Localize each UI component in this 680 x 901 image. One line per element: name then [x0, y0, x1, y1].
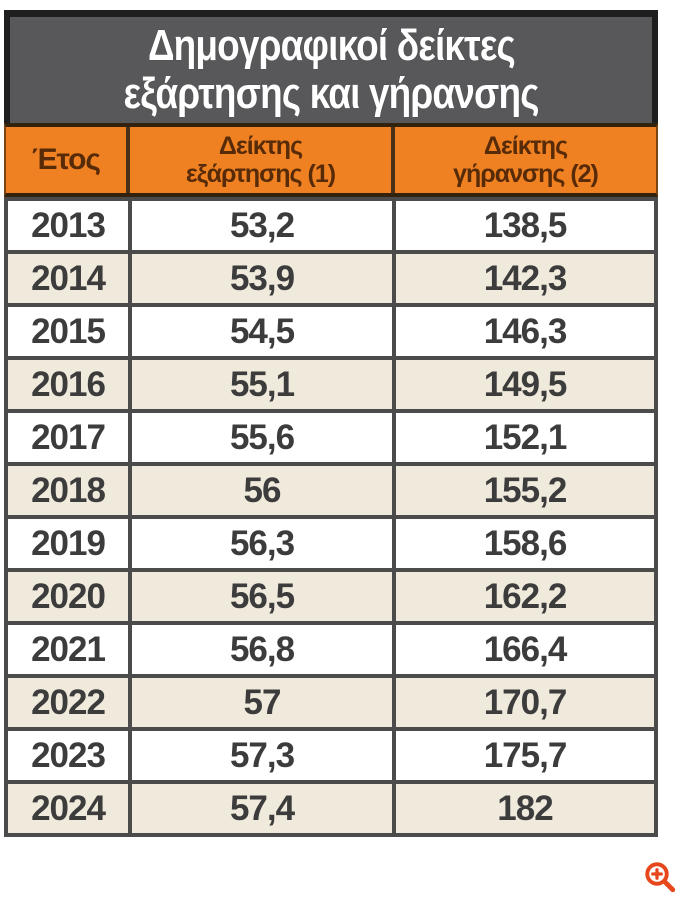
column-header-row: Έτος Δείκτης εξάρτησης (1) Δείκτης γήραν… [4, 123, 658, 197]
table-row: 2016 55,1 149,5 [4, 356, 658, 413]
dependency-cell: 55,1 [128, 356, 396, 413]
year-cell: 2013 [4, 197, 132, 254]
year-cell: 2015 [4, 303, 132, 360]
table-row: 2015 54,5 146,3 [4, 303, 658, 360]
dependency-cell: 55,6 [128, 409, 396, 466]
aging-cell: 138,5 [392, 197, 658, 254]
aging-cell: 175,7 [392, 727, 658, 784]
year-cell: 2019 [4, 515, 132, 572]
column-header-dependency-line2: εξάρτησης (1) [185, 160, 336, 188]
aging-cell: 182 [392, 780, 658, 837]
dependency-cell: 54,5 [128, 303, 396, 360]
column-header-dependency: Δείκτης εξάρτησης (1) [126, 127, 391, 193]
column-header-aging-line1: Δείκτης [483, 132, 568, 160]
column-header-year-label: Έτος [31, 143, 101, 176]
year-cell: 2024 [4, 780, 132, 837]
table-row: 2019 56,3 158,6 [4, 515, 658, 572]
dependency-cell: 57 [128, 674, 396, 731]
year-cell: 2014 [4, 250, 132, 307]
table-title: Δημογραφικοί δείκτες εξάρτησης και γήραν… [4, 10, 658, 123]
zoom-in-icon[interactable] [642, 859, 678, 895]
year-cell: 2021 [4, 621, 132, 678]
table-row: 2017 55,6 152,1 [4, 409, 658, 466]
aging-cell: 158,6 [392, 515, 658, 572]
table-row: 2024 57,4 182 [4, 780, 658, 837]
aging-cell: 162,2 [392, 568, 658, 625]
dependency-cell: 56 [128, 462, 396, 519]
table-row: 2013 53,2 138,5 [4, 197, 658, 254]
aging-cell: 149,5 [392, 356, 658, 413]
aging-cell: 142,3 [392, 250, 658, 307]
table-row: 2014 53,9 142,3 [4, 250, 658, 307]
column-header-aging-line2: γήρανσης (2) [453, 160, 599, 188]
table-title-line2: εξάρτησης και γήρανσης [123, 69, 539, 118]
dependency-cell: 56,3 [128, 515, 396, 572]
column-header-aging: Δείκτης γήρανσης (2) [391, 127, 656, 193]
column-header-dependency-line1: Δείκτης [218, 132, 303, 160]
aging-cell: 146,3 [392, 303, 658, 360]
aging-cell: 170,7 [392, 674, 658, 731]
aging-cell: 155,2 [392, 462, 658, 519]
table-row: 2023 57,3 175,7 [4, 727, 658, 784]
table-title-line1: Δημογραφικοί δείκτες [147, 21, 516, 70]
year-cell: 2016 [4, 356, 132, 413]
dependency-cell: 53,9 [128, 250, 396, 307]
aging-cell: 152,1 [392, 409, 658, 466]
table-row: 2022 57 170,7 [4, 674, 658, 731]
dependency-cell: 57,4 [128, 780, 396, 837]
year-cell: 2023 [4, 727, 132, 784]
column-header-year: Έτος [6, 127, 126, 193]
data-table: 2013 53,2 138,5 2014 53,9 142,3 2015 54,… [4, 197, 658, 837]
dependency-cell: 56,8 [128, 621, 396, 678]
table-row: 2018 56 155,2 [4, 462, 658, 519]
table-row: 2020 56,5 162,2 [4, 568, 658, 625]
year-cell: 2022 [4, 674, 132, 731]
dependency-cell: 56,5 [128, 568, 396, 625]
year-cell: 2018 [4, 462, 132, 519]
dependency-cell: 57,3 [128, 727, 396, 784]
aging-cell: 166,4 [392, 621, 658, 678]
year-cell: 2020 [4, 568, 132, 625]
table-row: 2021 56,8 166,4 [4, 621, 658, 678]
demographic-indices-table: Δημογραφικοί δείκτες εξάρτησης και γήραν… [4, 10, 658, 837]
dependency-cell: 53,2 [128, 197, 396, 254]
year-cell: 2017 [4, 409, 132, 466]
